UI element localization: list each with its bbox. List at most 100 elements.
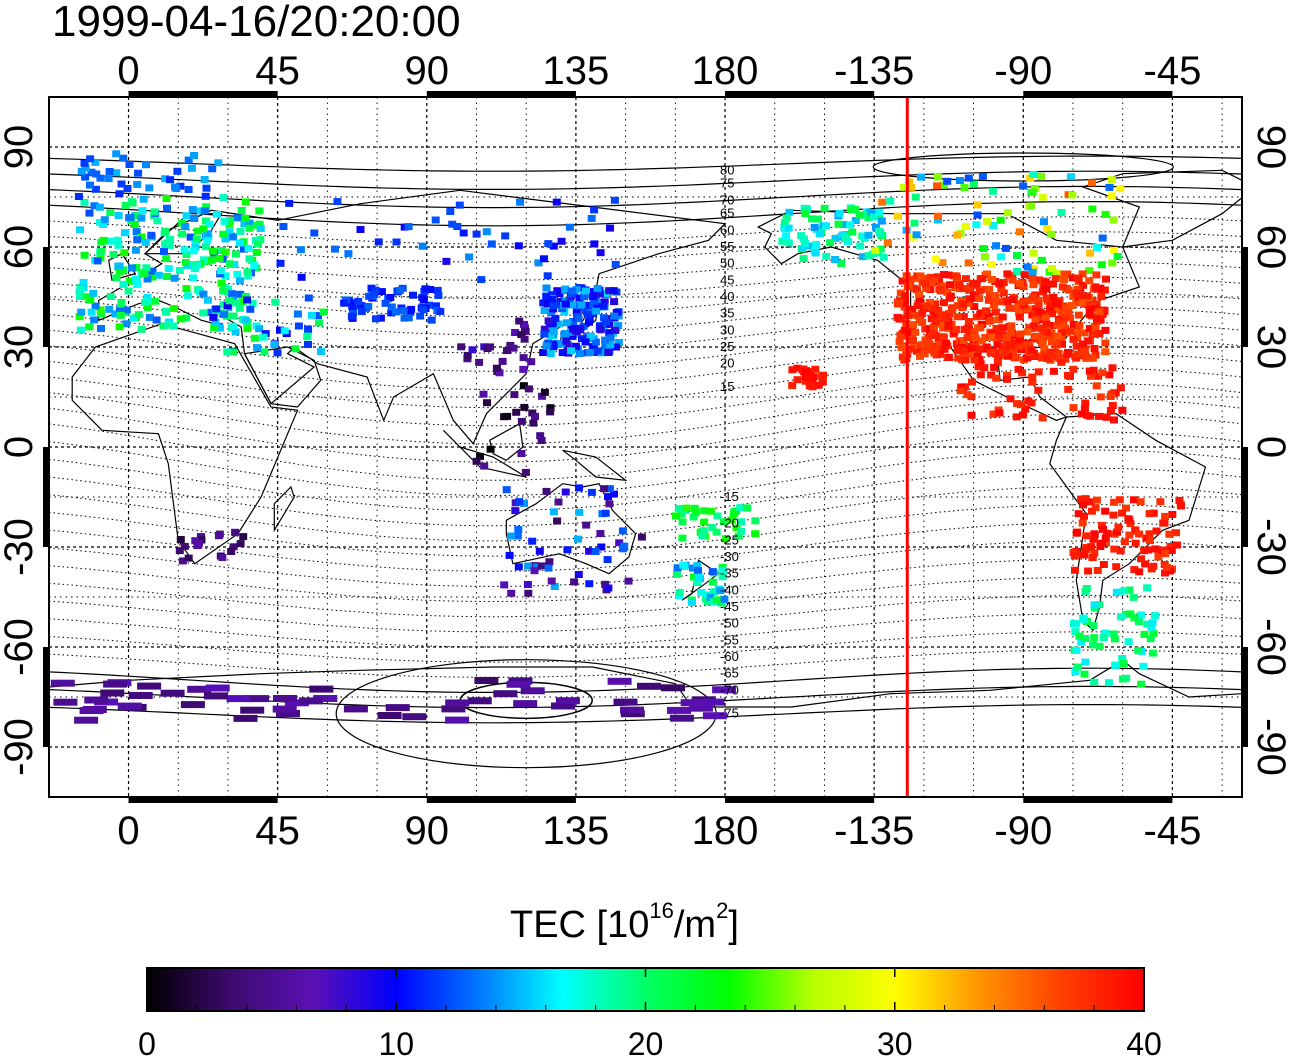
tec-cell: [806, 368, 815, 376]
tec-cell: [421, 285, 430, 293]
tec-cell: [982, 307, 990, 315]
tec-cell: [1077, 495, 1086, 503]
tec-cell: [1015, 313, 1024, 321]
tec-cell: [962, 275, 970, 283]
tec-cell: [173, 167, 182, 175]
tec-cell: [319, 308, 328, 316]
tec-cell: [1023, 305, 1032, 313]
tec-cell: [959, 337, 968, 344]
tec-cell: [1095, 308, 1104, 316]
tec-cell: [637, 682, 661, 690]
tec-cell: [517, 331, 526, 339]
tec-cell: [970, 303, 979, 311]
tec-cell: [1122, 610, 1130, 618]
tec-cell: [141, 298, 150, 306]
tec-cell: [599, 314, 608, 322]
tec-cell: [593, 303, 602, 310]
tec-cell: [1099, 525, 1107, 533]
tec-cell: [1101, 210, 1110, 218]
tec-cell: [1090, 345, 1099, 352]
tec-cell: [1049, 293, 1058, 301]
tec-cell: [737, 518, 745, 526]
tec-cell: [906, 345, 915, 353]
tec-cell: [552, 198, 561, 206]
tec-cell: [718, 573, 727, 581]
tec-cell: [1028, 373, 1037, 381]
tec-cell: [959, 347, 968, 355]
tec-cell: [1039, 326, 1048, 334]
tec-cell: [1098, 539, 1107, 547]
tec-cell: [855, 211, 864, 219]
tec-cell: [543, 300, 552, 307]
tec-cell: [180, 246, 189, 254]
tec-cell: [514, 526, 523, 533]
tec-cell: [1015, 309, 1024, 317]
tec-cell: [1041, 314, 1050, 322]
tec-cell: [1014, 343, 1023, 351]
tec-cell: [433, 286, 442, 294]
tec-cell: [517, 450, 526, 457]
tec-cell: [1131, 539, 1140, 547]
contour-label: 45: [720, 272, 734, 287]
tec-cell: [778, 237, 787, 245]
tec-cell: [1069, 320, 1078, 328]
contour-label: 70: [720, 192, 734, 207]
tec-cell: [1034, 368, 1043, 376]
tec-cell: [609, 287, 618, 295]
tec-cell: [831, 256, 840, 263]
mag-contour: [49, 170, 1242, 190]
tec-cell: [215, 324, 224, 332]
tec-cell: [1086, 249, 1095, 257]
tec-cell: [376, 314, 385, 322]
tec-cell: [537, 437, 546, 444]
tec-cell: [718, 567, 727, 575]
tec-cell: [1089, 622, 1098, 630]
tec-cell: [245, 219, 254, 227]
tec-cell: [304, 325, 313, 333]
tec-cell: [138, 207, 147, 215]
tec-cell: [418, 242, 427, 250]
tec-cell: [446, 208, 455, 215]
tec-cell: [125, 214, 134, 222]
tec-cell: [1074, 293, 1083, 301]
tec-cell: [1071, 566, 1079, 574]
tec-cell: [208, 247, 217, 255]
tec-cell: [959, 313, 968, 321]
tec-cell: [720, 595, 729, 603]
tec-cell: [114, 212, 123, 219]
tec-cell: [357, 302, 366, 310]
tec-cell: [344, 250, 353, 258]
colorbar-tick-label: 10: [378, 1026, 414, 1057]
tec-cell: [1149, 509, 1158, 517]
tec-cell: [958, 304, 967, 312]
contour-label: 50: [720, 256, 734, 271]
tec-cell: [1034, 386, 1043, 394]
tec-cell: [304, 341, 312, 348]
tec-cell: [1048, 322, 1057, 329]
tec-cell: [603, 556, 612, 564]
y-tick-right: 90: [1249, 125, 1292, 170]
tec-cell: [886, 197, 895, 205]
y-tick-left: -60: [0, 618, 41, 676]
tec-cell: [163, 204, 171, 212]
mag-contour: [49, 322, 1242, 372]
tec-cell: [960, 184, 969, 192]
tec-cell: [612, 309, 621, 316]
tec-cell: [404, 314, 413, 322]
contour-label: -35: [720, 566, 739, 581]
tec-cell: [232, 250, 240, 258]
tec-cell: [472, 457, 481, 465]
tec-cell: [181, 259, 190, 267]
tec-cell: [1118, 655, 1127, 662]
tec-cell: [561, 285, 570, 293]
tec-cell: [991, 292, 999, 300]
tec-cell: [50, 679, 75, 687]
tec-cell: [76, 285, 85, 293]
tec-map: 8075706560555045403530252015-15-20-25-30…: [0, 49, 1292, 853]
tec-cell: [933, 212, 942, 220]
tec-cell: [255, 207, 264, 215]
tec-cell: [309, 685, 334, 693]
tec-cell: [844, 238, 853, 246]
tec-cell: [973, 211, 982, 219]
tec-cell: [201, 192, 210, 200]
